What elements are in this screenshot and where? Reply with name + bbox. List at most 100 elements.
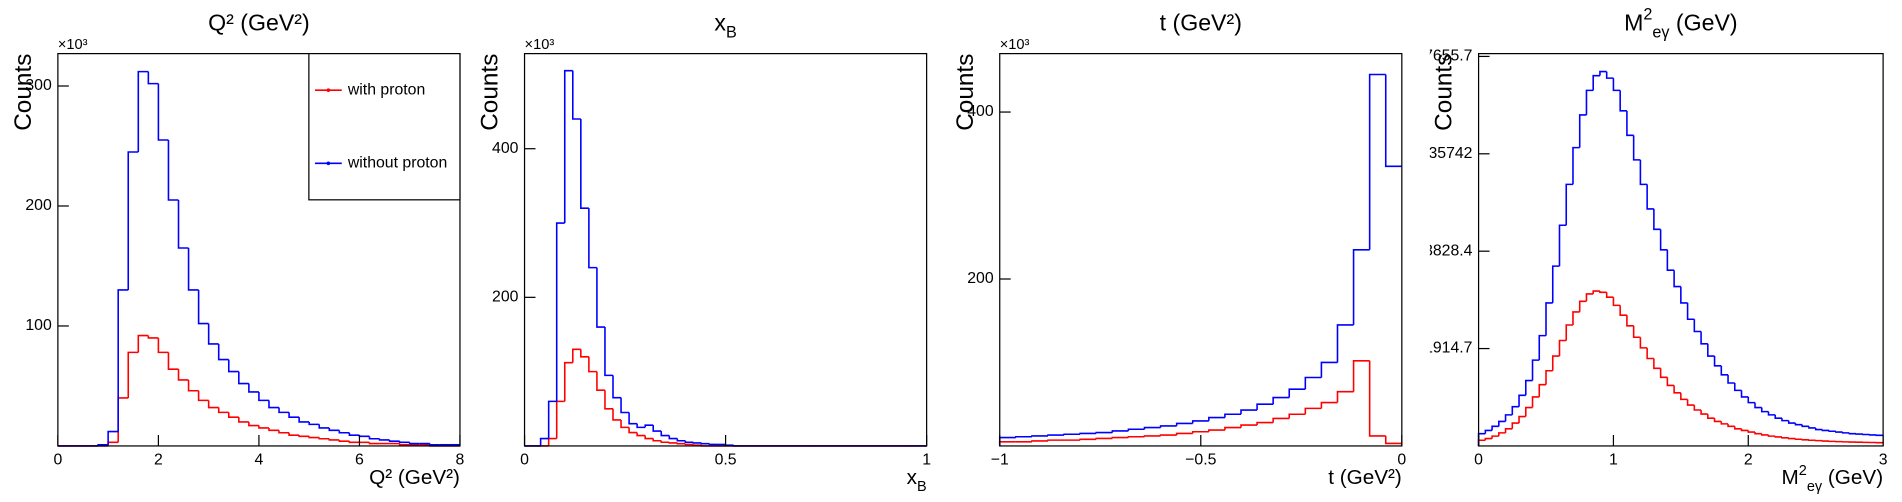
histogram-bin <box>1659 368 1668 379</box>
histogram-bin <box>1272 396 1290 405</box>
histogram-bin <box>580 119 589 209</box>
histogram-bin <box>147 71 159 85</box>
y-tick-label: 35742 <box>1428 145 1472 162</box>
chart-title: Q² (GeV²) <box>208 9 310 35</box>
x-axis-title: Q² (GeV²) <box>369 466 460 489</box>
histogram-bin <box>555 400 565 439</box>
histogram-bin <box>1646 184 1654 210</box>
histogram-bin <box>1224 413 1241 418</box>
x-tick-label: 0 <box>53 452 62 469</box>
histogram-bin <box>612 375 622 399</box>
histogram-bin <box>1159 434 1177 436</box>
histogram-bin <box>676 442 686 445</box>
histogram-bin <box>429 443 440 446</box>
histogram-bin <box>248 421 259 427</box>
histogram-bin <box>636 423 646 429</box>
histogram-bin <box>308 421 320 426</box>
histogram-bin <box>258 425 269 429</box>
histogram-bin <box>1794 423 1803 426</box>
histogram-bin <box>1143 426 1161 430</box>
x-tick-label: 6 <box>355 452 364 469</box>
histogram-bin <box>298 435 310 438</box>
histogram-bin <box>368 442 380 445</box>
chart-title: t (GeV²) <box>1160 9 1242 35</box>
histogram-bin <box>628 427 638 434</box>
histogram-bin <box>1491 435 1499 439</box>
histogram-bin <box>1774 436 1782 438</box>
histogram-bin <box>1740 390 1749 398</box>
histogram-bin <box>1666 249 1675 272</box>
y-axis-title-part: Counts <box>477 54 504 131</box>
histogram-bin <box>1754 402 1762 409</box>
chart-title-part: Q² (GeV²) <box>208 9 310 35</box>
histogram-bin <box>1127 428 1145 431</box>
legend-label: with proton <box>347 81 425 98</box>
histogram-bin <box>684 443 694 446</box>
histogram-bin <box>1538 334 1547 361</box>
histogram-bin <box>1079 432 1097 435</box>
histogram-bin <box>660 431 670 437</box>
plot-frame <box>999 53 1403 447</box>
histogram-bin <box>588 208 597 269</box>
chart-title-part: M <box>1624 9 1643 35</box>
histogram-bin <box>1352 248 1370 325</box>
x-tick-label: 0 <box>1474 452 1483 469</box>
histogram-bin <box>1288 413 1306 419</box>
x-axis-title: t (GeV²) <box>1328 466 1402 489</box>
histogram-bin <box>1599 291 1607 294</box>
histogram-bin <box>1047 434 1065 436</box>
histogram-bin <box>1368 360 1386 437</box>
histogram-bin <box>207 323 219 345</box>
histogram-bin <box>700 442 710 445</box>
x-axis-title-part: x <box>907 466 918 489</box>
histogram-bin <box>1336 390 1354 403</box>
histogram-bin <box>1612 297 1621 307</box>
histogram-bin <box>660 440 670 444</box>
histogram-bin <box>1639 159 1648 186</box>
histogram-bin <box>1288 388 1306 398</box>
histogram-bin <box>318 424 330 429</box>
histogram-bin <box>563 361 573 402</box>
histogram-bin <box>1484 437 1493 441</box>
histogram-bin <box>1336 324 1354 363</box>
histogram-bin <box>580 349 589 358</box>
histogram-bin <box>1511 405 1520 415</box>
histogram-bin <box>1700 409 1708 415</box>
histogram-bin <box>644 435 654 440</box>
histogram-bin <box>1592 74 1600 91</box>
histogram-bin <box>1538 383 1547 397</box>
plot-frame <box>1477 53 1884 447</box>
y-tick-label: 23828.4 <box>1415 242 1472 259</box>
histogram-bin <box>1498 420 1506 427</box>
histogram-bin <box>1801 439 1809 441</box>
histogram-bin <box>137 70 149 152</box>
histogram-bin <box>628 412 638 425</box>
histogram-bin <box>1578 300 1587 312</box>
histogram-bin <box>1767 411 1776 416</box>
histogram-bin <box>408 442 420 445</box>
y-axis-title: Counts <box>10 54 37 131</box>
histogram-bin <box>348 441 360 444</box>
histogram-bin <box>1646 347 1654 360</box>
x-tick-label: 2 <box>154 452 163 469</box>
y-axis-title: Counts <box>952 54 979 131</box>
histogram-bin <box>1713 356 1722 367</box>
histogram-bin <box>177 199 189 249</box>
histogram-bin <box>1760 407 1769 413</box>
histogram-bin <box>1828 430 1836 433</box>
histogram-bin <box>207 400 219 409</box>
histogram-bin <box>1632 135 1641 161</box>
histogram-bin <box>1498 432 1506 437</box>
y-tick-label: 400 <box>492 140 519 157</box>
histogram-bin <box>1047 439 1065 441</box>
x-axis-title-part: (GeV) <box>1822 466 1883 489</box>
y-axis-title-part: Counts <box>10 54 37 131</box>
histogram-bin <box>572 348 581 363</box>
y-tick-label: 200 <box>25 197 52 214</box>
y-tick-label: 11914.7 <box>1416 340 1472 357</box>
histogram-bin <box>1063 433 1081 436</box>
histogram-bin <box>1304 376 1322 390</box>
histogram-bin <box>1320 401 1338 409</box>
histogram-bin <box>1031 435 1048 437</box>
histogram-bin <box>1240 424 1258 428</box>
